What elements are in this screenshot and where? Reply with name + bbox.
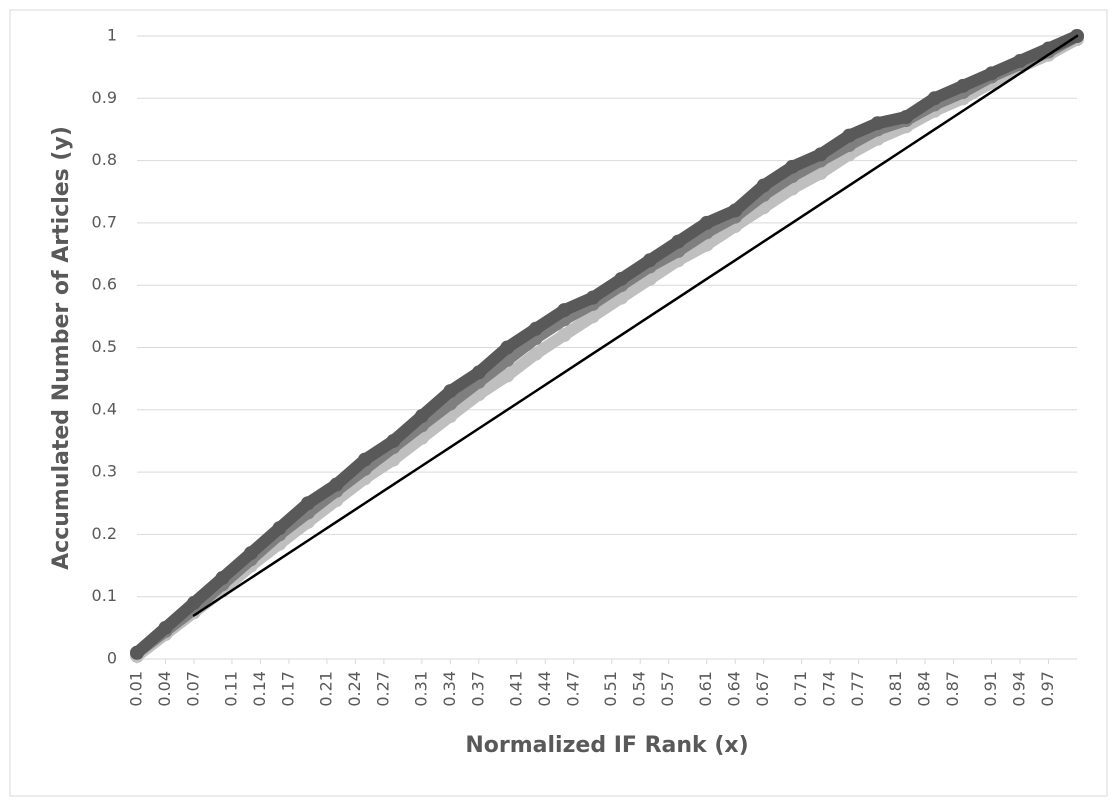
- series-band: [131, 30, 1083, 659]
- point: [500, 368, 515, 383]
- y-tick-label: 0.8: [92, 150, 117, 169]
- x-tick-label: 0.17: [278, 671, 297, 707]
- point: [528, 346, 543, 361]
- point: [300, 496, 315, 511]
- point: [813, 166, 828, 181]
- x-tick-label: 0.31: [411, 671, 430, 707]
- x-tick-label: 0.04: [155, 671, 174, 707]
- y-tick-label: 0: [107, 649, 117, 668]
- point: [471, 365, 486, 380]
- point: [186, 595, 201, 610]
- x-tick-label: 0.24: [345, 671, 364, 707]
- point: [614, 271, 629, 286]
- x-tick-label: 0.47: [563, 671, 582, 707]
- y-tick-label: 0.1: [92, 586, 117, 605]
- x-tick-label: 0.14: [250, 671, 269, 707]
- x-tick-label: 0.54: [630, 671, 649, 707]
- x-tick-label: 0.44: [535, 671, 554, 707]
- point: [243, 546, 258, 561]
- x-tick-label: 0.01: [127, 671, 146, 707]
- point: [899, 109, 914, 124]
- y-tick-label: 0.3: [92, 462, 117, 481]
- point: [272, 521, 287, 536]
- chart-frame: [9, 9, 1108, 797]
- x-tick-label: 0.77: [848, 671, 867, 707]
- point: [215, 571, 230, 586]
- point: [329, 477, 344, 492]
- point: [984, 66, 999, 81]
- point: [443, 384, 458, 399]
- point: [1013, 53, 1028, 68]
- x-tick-label: 0.37: [468, 671, 487, 707]
- reference-line: [192, 34, 1079, 617]
- point: [671, 234, 686, 249]
- x-tick-label: 0.11: [221, 671, 240, 707]
- point: [130, 645, 144, 660]
- x-tick-label: 0.74: [820, 671, 839, 707]
- x-tick-label: 0.61: [696, 671, 715, 707]
- x-tick-label: 0.07: [183, 671, 202, 707]
- x-tick-label: 0.21: [316, 671, 335, 707]
- x-tick-label: 0.94: [1010, 671, 1029, 707]
- x-tick-label: 0.34: [440, 671, 459, 707]
- point: [728, 203, 743, 218]
- point: [870, 116, 885, 131]
- point: [756, 178, 771, 193]
- y-tick-label: 0.5: [92, 337, 117, 356]
- point: [785, 159, 800, 174]
- point: [414, 409, 429, 424]
- x-tick-label: 0.97: [1038, 671, 1057, 707]
- point: [585, 290, 600, 305]
- y-tick-label: 0.7: [92, 212, 117, 231]
- x-tick-label: 0.67: [753, 671, 772, 707]
- x-tick-label: 0.64: [725, 671, 744, 707]
- point: [642, 253, 657, 268]
- y-tick-label: 1: [107, 26, 117, 45]
- point: [557, 303, 572, 318]
- x-tick-label: 0.41: [506, 671, 525, 707]
- y-tick-label: 0.9: [92, 88, 117, 107]
- point: [927, 91, 942, 106]
- x-tick-label: 0.51: [601, 671, 620, 707]
- x-axis-title: Normalized IF Rank (x): [465, 733, 748, 758]
- point: [813, 147, 828, 162]
- point: [585, 309, 600, 324]
- y-tick-label: 0.4: [92, 399, 117, 418]
- plot-area: [130, 29, 1084, 663]
- x-tick-label: 0.81: [886, 671, 905, 707]
- y-tick-label: 0.2: [92, 524, 117, 543]
- point: [386, 433, 401, 448]
- x-tick-label: 0.71: [791, 671, 810, 707]
- point: [842, 128, 857, 143]
- y-tick-label: 0.6: [92, 275, 117, 294]
- point: [158, 620, 173, 635]
- point: [557, 328, 572, 343]
- x-tick-label: 0.91: [981, 671, 1000, 707]
- x-tick-label: 0.87: [943, 671, 962, 707]
- point: [528, 321, 543, 336]
- point: [357, 452, 372, 467]
- grid: [136, 35, 1077, 664]
- point: [500, 340, 515, 355]
- x-tick-label: 0.57: [658, 671, 677, 707]
- point: [956, 78, 971, 93]
- point: [699, 215, 714, 230]
- x-tick-label: 0.84: [915, 671, 934, 707]
- y-axis-title: Accumulated Number of Articles (y): [49, 126, 74, 570]
- x-tick-label: 0.27: [373, 671, 392, 707]
